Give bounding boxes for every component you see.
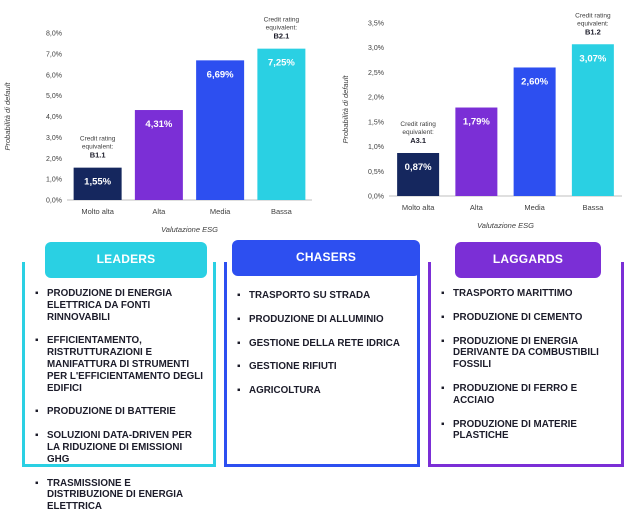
leaders-list: PRODUZIONE DI ENERGIA ELETTRICA DA FONTI… [25,262,213,513]
right-chart-value-label: 0,87% [405,162,432,173]
right-chart-annotation-text: equivalent: [402,129,434,136]
laggards-item: PRODUZIONE DI ENERGIA DERIVANTE DA COMBU… [441,336,615,371]
left-chart-y-tick-label: 1,0% [46,177,62,184]
leaders-item: SOLUZIONI DATA-DRIVEN PER LA RIDUZIONE D… [35,430,207,465]
chasers-item: GESTIONE RIFIUTI [237,361,411,373]
left-chart-x-tick-label: Alta [152,207,166,216]
left-chart-value-label: 4,31% [145,119,172,130]
right-chart-bar [571,44,614,196]
leaders-item: EFFICIENTAMENTO, RISTRUTTURAZIONI E MANI… [35,335,207,394]
left-chart-y-axis-label: Probabilità di default [3,82,12,151]
right-chart-annotation-text: equivalent: [577,20,609,27]
left-chart-x-tick-label: Media [210,207,231,216]
chart-right: 0,0% 0,5% 1,0% 1,5% 2,0% 2,5% 3,0% 3,5% Probabil… [341,12,622,230]
left-chart-y-tick-label: 5,0% [46,93,62,100]
left-chart-value-label: 7,25% [268,58,295,69]
left-chart-annotation-rating: B1.1 [90,151,106,160]
right-chart-x-tick-label: Media [524,203,545,212]
left-chart-annotation-rating: B2.1 [273,32,289,41]
left-chart-x-axis-label: Valutazione ESG [161,225,218,234]
chasers-item: GESTIONE DELLA RETE IDRICA [237,338,411,350]
left-chart-x-tick-label: Molto alta [81,207,114,216]
right-chart-y-tick-label: 0,5% [368,169,384,176]
right-chart-value-label: 2,60% [521,76,548,87]
right-chart-x-axis-label: Valutazione ESG [477,221,534,230]
chart-left: 0,0% 1,0% 2,0% 3,0% 4,0% 5,0% 6,0% 7,0% 8,0% Prob… [3,17,312,234]
left-chart-y-tick-label: 2,0% [46,156,62,163]
leaders-panel: LEADERS PRODUZIONE DI ENERGIA ELETTRICA … [22,242,216,512]
left-chart-annotation-text: equivalent: [82,144,114,151]
right-chart-y-tick-label: 1,5% [368,119,384,126]
left-chart-y-tick-label: 6,0% [46,72,62,79]
right-chart-y-tick-label: 2,5% [368,70,384,77]
left-chart-x-tick-label: Bassa [271,207,293,216]
left-chart-y-tick-label: 0,0% [46,198,62,205]
laggards-item: PRODUZIONE DI MATERIE PLASTICHE [441,419,615,443]
left-chart-annotation-text: Credit rating [80,136,116,143]
left-chart-y-tick-label: 8,0% [46,31,62,38]
left-chart-value-label: 1,55% [84,177,111,188]
right-chart-annotation-rating: B1.2 [585,27,601,36]
chasers-item: AGRICOLTURA [237,385,411,397]
chasers-item: TRASPORTO SU STRADA [237,290,411,302]
right-chart-annotation-text: Credit rating [400,121,436,128]
right-chart-x-tick-label: Bassa [582,203,604,212]
left-chart-value-label: 6,69% [207,69,234,80]
chasers-list: TRASPORTO SU STRADA PRODUZIONE DI ALLUMI… [227,262,417,397]
right-chart-annotation-rating: A3.1 [410,136,426,145]
left-chart-bar [134,110,183,200]
left-chart-bar [73,167,122,200]
right-chart-y-tick-label: 1,0% [368,144,384,151]
right-chart-value-label: 1,79% [463,117,490,128]
leaders-item: PRODUZIONE DI ENERGIA ELETTRICA DA FONTI… [35,288,207,323]
laggards-item: PRODUZIONE DI CEMENTO [441,312,615,324]
left-chart-y-tick-label: 3,0% [46,135,62,142]
right-chart-bar [513,67,556,196]
left-chart-annotation-text: equivalent: [266,25,298,32]
right-chart-x-tick-label: Alta [470,203,484,212]
right-chart-bar [455,107,498,196]
leaders-item: TRASMISSIONE E DISTRIBUZIONE DI ENERGIA … [35,478,207,513]
laggards-list: TRASPORTO MARITTIMO PRODUZIONE DI CEMENT… [431,262,621,442]
left-chart-y-tick-label: 4,0% [46,114,62,121]
leaders-item: PRODUZIONE DI BATTERIE [35,406,207,418]
left-chart-y-tick-label: 7,0% [46,51,62,58]
right-chart-y-tick-label: 0,0% [368,194,384,201]
right-chart-y-tick-label: 3,0% [368,45,384,52]
right-chart-y-tick-label: 3,5% [368,21,384,28]
leaders-header: LEADERS [45,242,207,278]
right-chart-value-label: 3,07% [579,53,606,64]
laggards-header: LAGGARDS [455,242,601,278]
laggards-item: TRASPORTO MARITTIMO [441,288,615,300]
right-chart-bar [397,152,440,196]
right-chart-x-tick-label: Molto alta [402,203,435,212]
left-chart-bar [196,60,245,200]
right-chart-y-tick-label: 2,0% [368,95,384,102]
left-chart-annotation-text: Credit rating [264,17,300,24]
right-chart-annotation-text: Credit rating [575,12,611,19]
right-chart-y-axis-label: Probabilità di default [341,75,350,144]
laggards-item: PRODUZIONE DI FERRO E ACCIAIO [441,383,615,407]
chasers-panel: CHASERS TRASPORTO SU STRADA PRODUZIONE D… [224,240,420,467]
chasers-header: CHASERS [232,240,420,276]
chasers-item: PRODUZIONE DI ALLUMINIO [237,314,411,326]
left-chart-bar [257,48,306,200]
laggards-panel: LAGGARDS TRASPORTO MARITTIMO PRODUZIONE … [428,242,624,467]
